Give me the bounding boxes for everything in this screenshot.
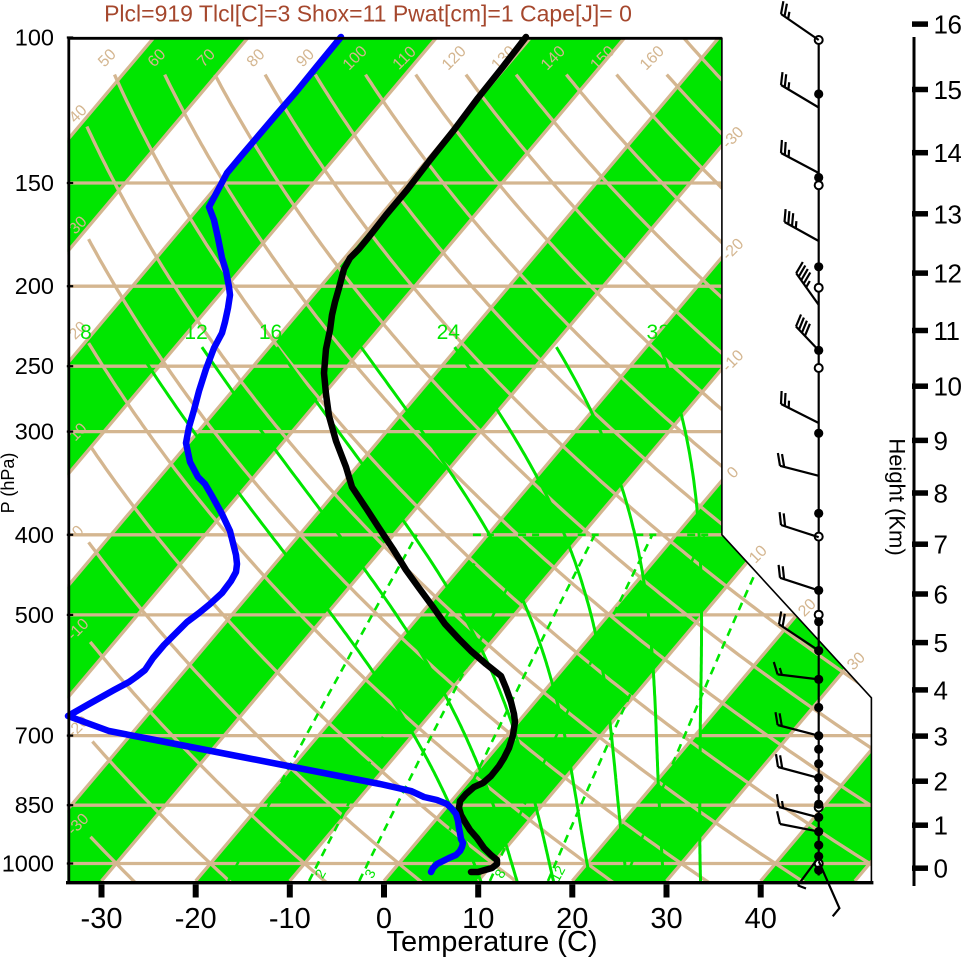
svg-text:P (hPa): P (hPa) <box>0 453 18 514</box>
svg-text:12: 12 <box>184 321 207 344</box>
svg-text:16: 16 <box>934 10 961 40</box>
svg-text:Height (Km): Height (Km) <box>885 438 910 555</box>
svg-text:500: 500 <box>15 602 54 628</box>
svg-text:14: 14 <box>934 138 961 168</box>
svg-text:8: 8 <box>80 321 92 344</box>
svg-text:150: 150 <box>15 170 54 196</box>
svg-text:8: 8 <box>934 479 948 509</box>
svg-text:9: 9 <box>934 426 948 456</box>
svg-text:1: 1 <box>934 811 948 841</box>
svg-text:5: 5 <box>934 628 948 658</box>
svg-text:30: 30 <box>650 903 682 935</box>
svg-text:11: 11 <box>934 316 960 346</box>
svg-text:12: 12 <box>934 259 961 289</box>
svg-text:10: 10 <box>934 372 961 402</box>
svg-text:40: 40 <box>745 903 777 935</box>
svg-text:250: 250 <box>15 353 54 379</box>
svg-text:24: 24 <box>437 321 461 344</box>
svg-text:200: 200 <box>15 273 54 299</box>
svg-text:-30: -30 <box>81 903 123 935</box>
svg-text:100: 100 <box>15 25 54 51</box>
svg-text:15: 15 <box>934 75 961 105</box>
svg-text:2: 2 <box>934 767 948 797</box>
svg-text:300: 300 <box>15 419 54 445</box>
svg-text:Temperature (C): Temperature (C) <box>386 926 597 957</box>
svg-text:-20: -20 <box>175 903 217 935</box>
svg-text:6: 6 <box>934 580 948 610</box>
svg-text:850: 850 <box>15 792 54 818</box>
svg-text:700: 700 <box>15 723 54 749</box>
svg-text:7: 7 <box>934 530 948 560</box>
svg-text:1000: 1000 <box>2 851 54 877</box>
svg-text:-10: -10 <box>269 903 311 935</box>
svg-text:32: 32 <box>647 321 670 344</box>
svg-text:Plcl=919 Tlcl[C]=3 Shox=11 Pwa: Plcl=919 Tlcl[C]=3 Shox=11 Pwat[cm]=1 Ca… <box>104 1 632 27</box>
svg-text:16: 16 <box>259 321 282 344</box>
svg-text:13: 13 <box>934 199 961 229</box>
svg-text:0: 0 <box>934 854 948 884</box>
svg-text:400: 400 <box>15 522 54 548</box>
svg-text:3: 3 <box>934 722 948 752</box>
svg-text:4: 4 <box>934 675 948 705</box>
